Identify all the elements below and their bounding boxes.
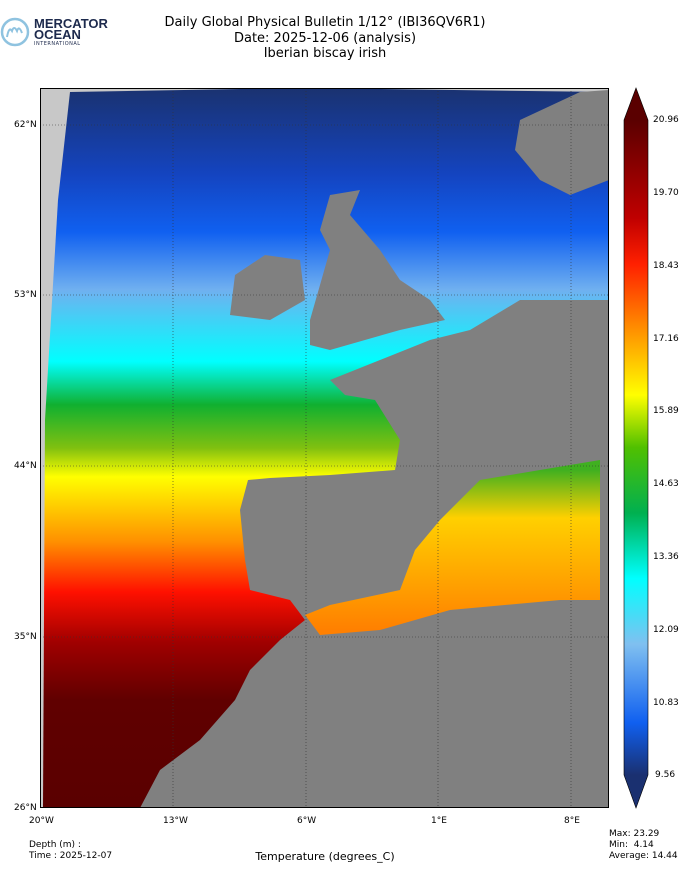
colorbar-tick: 19.70: [653, 188, 679, 198]
average-value: Average: 14.44: [609, 851, 678, 861]
max-value: Max: 23.29: [609, 829, 660, 839]
lat-tick: 26°N: [14, 803, 37, 813]
region-name: Iberian biscay irish: [263, 46, 387, 61]
lon-tick: 8°E: [564, 816, 580, 826]
lon-tick: 1°E: [431, 816, 447, 826]
bulletin-title: Daily Global Physical Bulletin 1/12° (IB…: [164, 15, 486, 30]
logo-text: MERCATOR: [34, 16, 108, 31]
variable-label: Temperature (degrees_C): [255, 850, 395, 863]
colorbar-tick: 20.96: [653, 115, 679, 125]
colorbar-tick: 9.56: [655, 770, 676, 780]
mercator-logo-icon: [0, 17, 30, 47]
time-label: Time : 2025-12-07: [29, 851, 113, 861]
lat-tick: 62°N: [14, 120, 37, 130]
lon-tick: 20°W: [29, 816, 54, 826]
colorbar-tick: 15.89: [653, 406, 679, 416]
colorbar-tick: 10.83: [653, 698, 679, 708]
colorbar-tick: 12.09: [653, 625, 679, 635]
logo-text: OCEAN: [34, 27, 81, 42]
lon-tick: 6°W: [297, 816, 317, 826]
map: [40, 88, 609, 808]
colorbar-tick: 14.63: [653, 479, 679, 489]
land-britain: [310, 190, 445, 350]
land-mainland: [140, 300, 609, 808]
colorbar-tick: 17.16: [653, 334, 679, 344]
colorbar-tick: 13.36: [653, 552, 679, 562]
lon-tick: 13°W: [163, 816, 188, 826]
land-scandinavia: [515, 90, 609, 195]
map-frame: [40, 88, 609, 808]
logo: MERCATOR OCEAN INTERNATIONAL: [0, 16, 110, 48]
land-ireland: [230, 255, 305, 320]
lat-tick: 44°N: [14, 461, 37, 471]
lat-tick: 35°N: [14, 632, 37, 642]
colorbar-tick: 18.43: [653, 261, 679, 271]
logo-text: INTERNATIONAL: [34, 41, 81, 47]
graticule: [40, 88, 609, 808]
depth-label: Depth (m) :: [29, 840, 81, 850]
min-value: Min: 4.14: [609, 840, 654, 850]
lat-tick: 53°N: [14, 290, 37, 300]
bulletin-date: Date: 2025-12-06 (analysis): [233, 31, 417, 46]
colorbar: [623, 87, 649, 809]
mediterranean-sea: [305, 460, 600, 635]
